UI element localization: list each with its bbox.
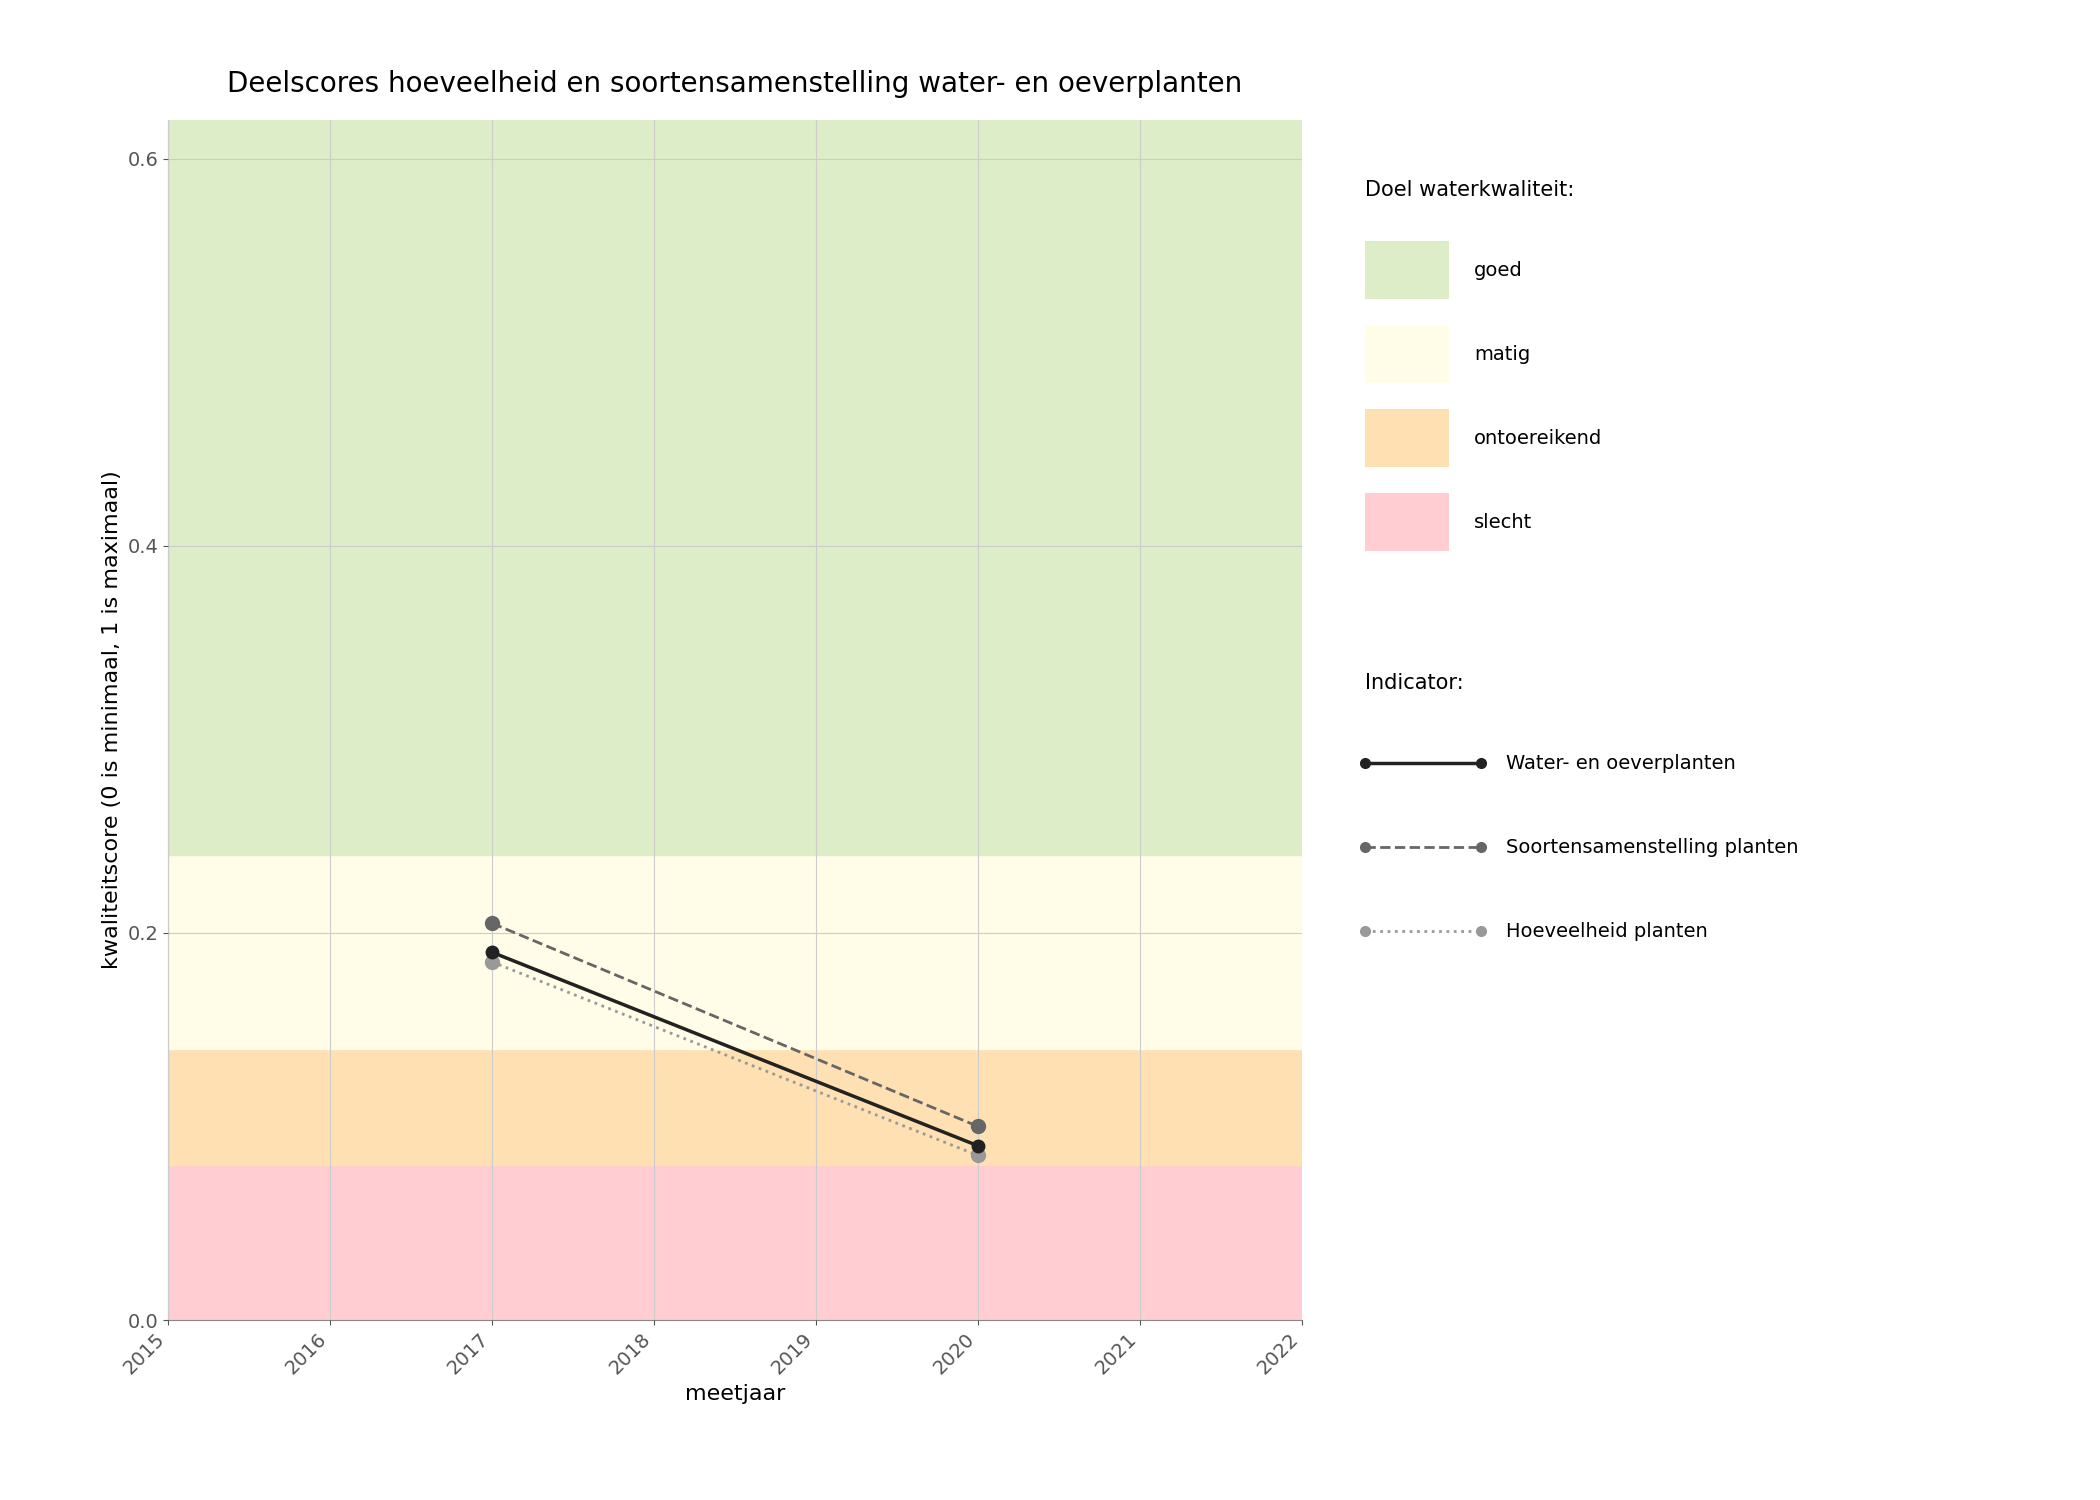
Text: Indicator:: Indicator: (1365, 674, 1464, 693)
Bar (168, 1048, 1302, 1166)
Text: Hoeveelheid planten: Hoeveelheid planten (1506, 922, 1707, 940)
Y-axis label: kwaliteitscore (0 is minimaal, 1 is maximaal): kwaliteitscore (0 is minimaal, 1 is maxi… (101, 471, 122, 969)
Text: matig: matig (1474, 345, 1531, 363)
Text: Doel waterkwaliteit:: Doel waterkwaliteit: (1365, 180, 1575, 200)
Text: Water- en oeverplanten: Water- en oeverplanten (1506, 754, 1735, 772)
Text: ontoereikend: ontoereikend (1474, 429, 1602, 447)
Bar (168, 120, 1302, 855)
Text: slecht: slecht (1474, 513, 1533, 531)
Text: goed: goed (1474, 261, 1522, 279)
Title: Deelscores hoeveelheid en soortensamenstelling water- en oeverplanten: Deelscores hoeveelheid en soortensamenst… (227, 70, 1243, 98)
Bar (168, 1166, 1302, 1320)
Bar (168, 855, 1302, 1048)
Text: Soortensamenstelling planten: Soortensamenstelling planten (1506, 839, 1798, 856)
X-axis label: meetjaar: meetjaar (685, 1383, 785, 1404)
